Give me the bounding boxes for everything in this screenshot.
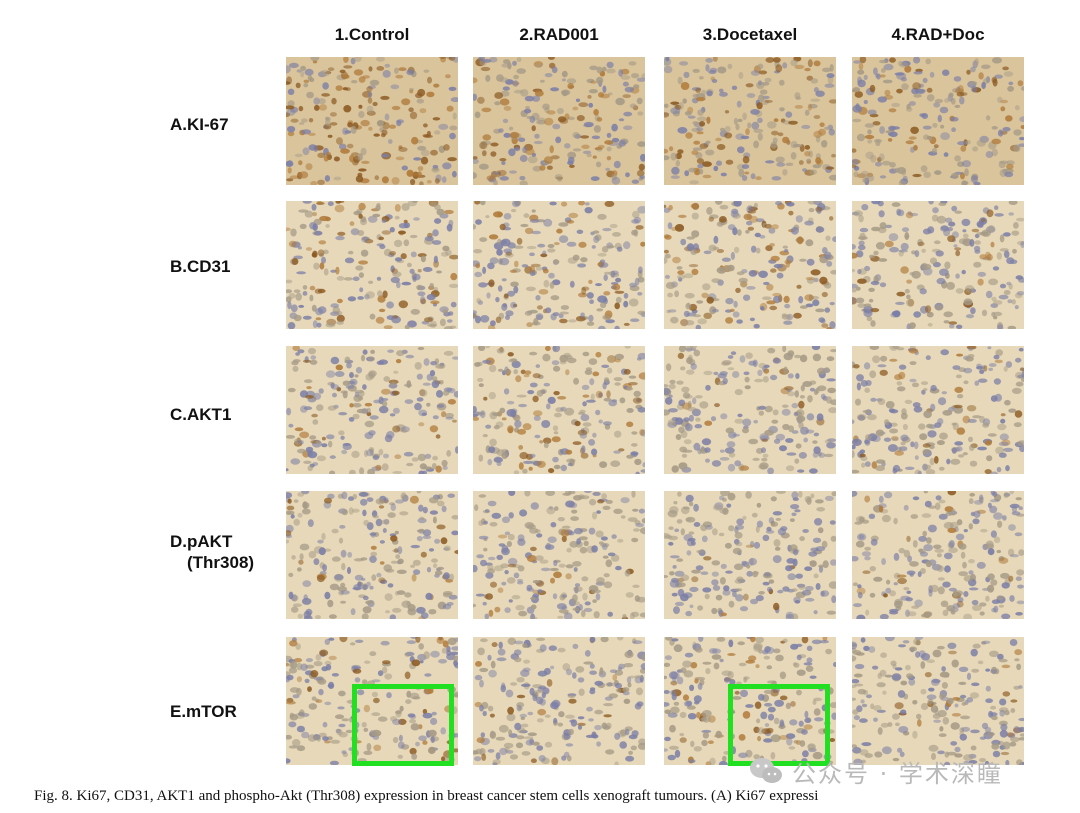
wechat-icon — [750, 758, 782, 783]
column-header-rad001: 2.RAD001 — [519, 25, 599, 44]
micrograph-c-akt1-2 — [473, 346, 645, 474]
micrograph-a-ki-67-2 — [473, 57, 645, 185]
micrograph-b-cd31-1 — [286, 201, 458, 329]
micrograph-e-mtor-1 — [286, 637, 458, 765]
micrograph-a-ki-67-1 — [286, 57, 458, 185]
micrograph-b-cd31-2 — [473, 201, 645, 329]
row-label-pakt: D.pAKT (Thr308) — [170, 532, 255, 572]
micrograph-a-ki-67-3 — [664, 57, 836, 185]
row-label-cd31: B.CD31 — [170, 257, 231, 276]
micrograph-b-cd31-3 — [664, 201, 836, 329]
micrograph-c-akt1-4 — [852, 346, 1024, 474]
figure-caption: Fig. 8. Ki67, CD31, AKT1 and phospho-Akt… — [34, 788, 819, 804]
micrograph-c-akt1-1 — [286, 346, 458, 474]
micrograph-e-mtor-3 — [664, 637, 836, 765]
watermark: 公众号 · 学术深瞳 — [748, 754, 1003, 788]
micrograph-a-ki-67-4 — [852, 57, 1024, 185]
micrograph-e-mtor-4 — [852, 637, 1024, 765]
row-label-ki67: A.KI-67 — [170, 115, 229, 134]
micrograph-d-pakt-2 — [473, 491, 645, 619]
column-header-rad-doc: 4.RAD+Doc — [891, 25, 985, 44]
micrograph-e-mtor-2 — [473, 637, 645, 765]
micrograph-c-akt1-3 — [664, 346, 836, 474]
highlight-box-control-mtor — [352, 684, 454, 766]
column-header-control: 1.Control — [334, 25, 410, 44]
micrograph-d-pakt-3 — [664, 491, 836, 619]
highlight-box-docetaxel-mtor — [728, 684, 830, 766]
micrograph-b-cd31-4 — [852, 201, 1024, 329]
micrograph-d-pakt-4 — [852, 491, 1024, 619]
watermark-text: 公众号 · 学术深瞳 — [792, 759, 1003, 788]
row-label-akt1: C.AKT1 — [170, 405, 232, 424]
column-header-docetaxel: 3.Docetaxel — [702, 25, 798, 44]
row-label-mtor: E.mTOR — [170, 702, 237, 721]
micrograph-d-pakt-1 — [286, 491, 458, 619]
